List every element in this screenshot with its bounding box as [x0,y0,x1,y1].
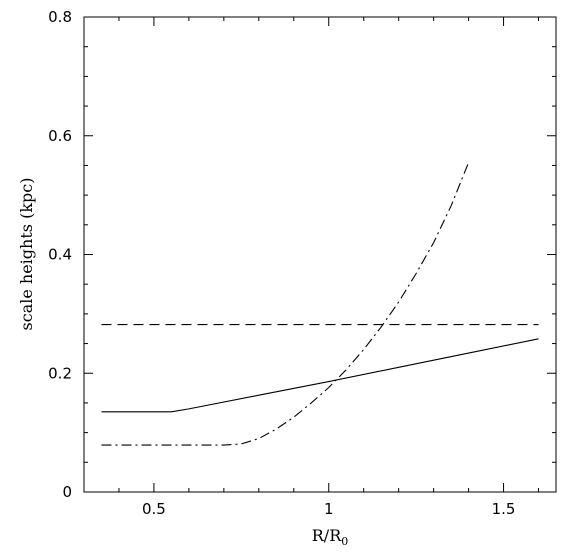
y-tick-label: 0.2 [48,364,72,382]
x-tick-label: 1 [324,500,334,518]
y-tick-label: 0.6 [48,127,72,145]
series-line-dashdot [101,162,470,446]
y-tick-label: 0.4 [48,246,72,264]
axis-ticks: 0.5 1 1.5 0 0.2 0.4 0.6 0.8 [48,8,556,518]
y-tick-label: 0.8 [48,8,72,26]
plot-frame [83,16,557,493]
x-tick-label: 1.5 [492,500,516,518]
x-axis-label: R/R0 [312,526,348,548]
x-tick-label: 0.5 [142,500,166,518]
x-axis-label-subscript: 0 [341,535,348,548]
x-axis-label-main: R/R [312,526,342,545]
y-tick-label: 0 [62,483,72,501]
series-line-solid [101,338,539,413]
series-layer [101,162,539,446]
y-axis-label: scale heights (kpc) [17,178,36,331]
